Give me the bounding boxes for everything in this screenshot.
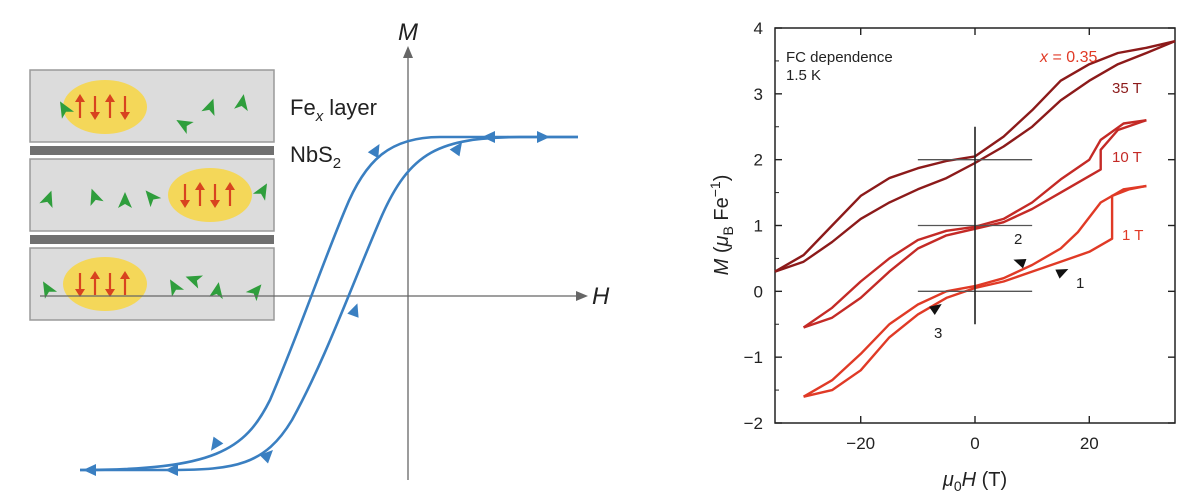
loop-direction-arrow — [449, 142, 463, 157]
spin-arrow-red — [210, 184, 220, 208]
annotation-temperature: 1.5 K — [786, 67, 821, 84]
spin-arrow-red — [105, 273, 115, 297]
axis-ticks: −20 0 20 −2 −1 0 1 2 3 4 — [744, 19, 1175, 453]
spin-arrow-red — [120, 271, 130, 295]
spin-arrow-green — [90, 188, 104, 207]
fe-layer-label: Fex layer — [290, 95, 377, 125]
loop-direction-arrow — [482, 131, 495, 143]
x-tick-label: 20 — [1080, 434, 1099, 453]
spin-arrow-green — [145, 190, 162, 208]
spin-arrow-red — [180, 184, 190, 208]
spin-arrow-green — [170, 279, 185, 297]
step-guides: 1 2 3 — [917, 126, 1084, 342]
sweep-step-arrow — [929, 303, 942, 315]
x-axis-title: μ0H (T) — [942, 469, 1007, 494]
series-label-35t: 35 T — [1112, 80, 1142, 97]
sweep-step-label: 1 — [1076, 275, 1084, 292]
y-axis-title: M (μB Fe−1) — [707, 175, 736, 276]
schematic-panel: Fex layer NbS2 M H — [29, 19, 610, 480]
sweep-step-label: 2 — [1014, 231, 1022, 248]
spin-arrow-red — [90, 96, 100, 120]
loop-direction-arrow — [210, 436, 224, 451]
schematic-x-arrowhead — [576, 291, 588, 301]
schematic-y-arrowhead — [403, 46, 413, 58]
spin-arrow-red — [75, 94, 85, 118]
spin-arrow-red — [120, 96, 130, 120]
schematic-x-axis-label: H — [592, 283, 610, 310]
spin-cluster-2 — [168, 168, 252, 222]
y-tick-label: 4 — [754, 19, 763, 38]
schematic-y-axis-label: M — [398, 19, 418, 46]
loop-direction-arrow — [165, 464, 178, 476]
loop-direction-arrow — [537, 131, 550, 143]
spin-cluster-3 — [63, 257, 147, 311]
composition-label: x = 0.35 — [1039, 49, 1097, 66]
y-tick-label: 0 — [754, 282, 763, 301]
x-tick-label: 0 — [970, 434, 979, 453]
series-label-1t: 1 T — [1122, 227, 1143, 244]
nbs2-spacer-2 — [30, 235, 274, 244]
spin-arrow-green — [39, 190, 53, 209]
nbs2-label: NbS2 — [290, 142, 341, 172]
y-tick-label: 2 — [754, 151, 763, 170]
loop-direction-arrow — [367, 143, 380, 159]
y-tick-label: 1 — [754, 217, 763, 236]
series-10t-up — [803, 119, 1147, 329]
loop-direction-arrow — [347, 303, 359, 318]
annotation-title: FC dependence — [786, 49, 893, 66]
spin-arrows — [39, 94, 267, 302]
series-1t-up — [803, 184, 1147, 398]
spin-arrow-green — [60, 101, 75, 119]
spin-arrow-red — [75, 273, 85, 297]
series-1t-down — [802, 184, 1147, 398]
nbs2-spacer-1 — [30, 146, 274, 155]
spin-arrow-green — [118, 192, 132, 208]
sweep-step-arrow — [1055, 269, 1069, 279]
spin-arrow-red — [225, 182, 235, 206]
hysteresis-loop-upper-branch — [79, 135, 578, 472]
y-tick-label: 3 — [754, 85, 763, 104]
x-tick-label: −20 — [846, 434, 875, 453]
spin-arrow-green — [245, 284, 262, 302]
series-10t-down — [802, 119, 1147, 329]
spin-arrow-red — [90, 271, 100, 295]
sweep-step-label: 3 — [934, 325, 942, 342]
hysteresis-loop-lower-branch — [80, 135, 578, 472]
y-tick-label: −1 — [744, 348, 763, 367]
hysteresis-direction-arrows — [83, 131, 550, 476]
magnetization-chart: −20 0 20 −2 −1 0 1 2 3 4 35 T 10 T 1 T 1 2 3 FC depen… — [707, 19, 1176, 494]
spin-arrow-green — [176, 120, 194, 135]
spin-arrow-red — [105, 94, 115, 118]
spin-arrow-green — [185, 275, 204, 289]
spin-cluster-1 — [63, 80, 147, 134]
loop-direction-arrow — [259, 450, 273, 464]
loop-direction-arrow — [83, 464, 96, 476]
sweep-step-arrow — [1013, 259, 1027, 269]
spin-arrow-green — [201, 98, 215, 117]
spin-arrow-green — [234, 94, 248, 112]
y-tick-label: −2 — [744, 414, 763, 433]
spin-arrow-green — [43, 281, 58, 299]
spin-arrow-green — [209, 282, 223, 300]
spin-arrow-red — [195, 182, 205, 206]
spin-arrow-green — [252, 183, 267, 201]
series-label-10t: 10 T — [1112, 149, 1142, 166]
